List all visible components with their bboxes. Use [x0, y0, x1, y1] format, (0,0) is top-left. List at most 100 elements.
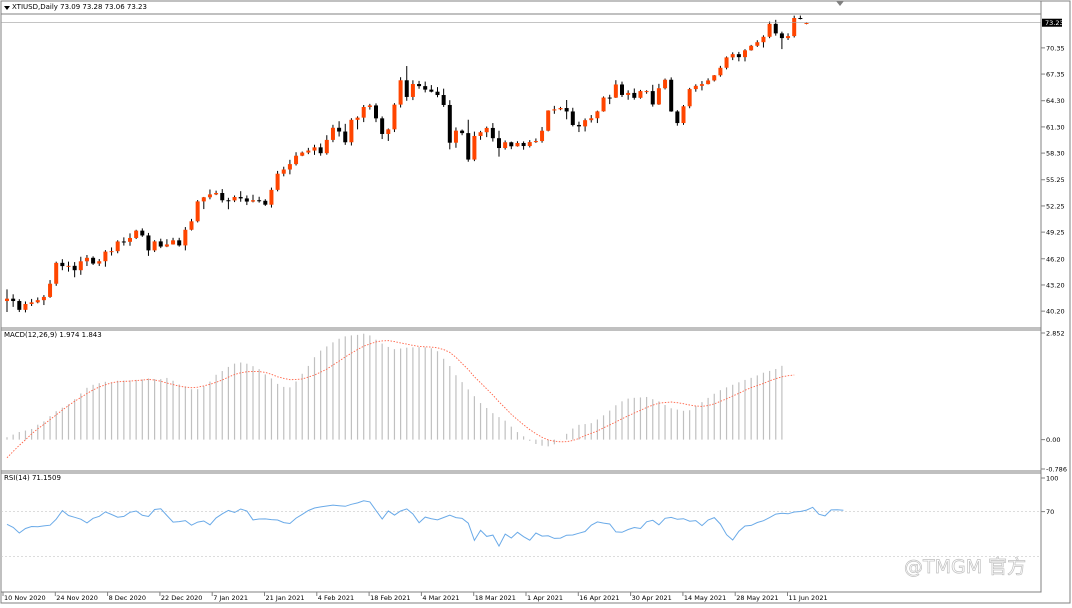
- candle-body: [736, 54, 741, 58]
- candle-body: [84, 257, 89, 262]
- macd-title: MACD(12,26,9) 1.974 1.843: [4, 331, 102, 339]
- candle-body: [177, 240, 182, 246]
- candle-body: [5, 298, 9, 302]
- candle-body: [540, 130, 545, 142]
- date-tick-label: 18 Mar 2021: [475, 594, 516, 602]
- candle-body: [410, 84, 415, 97]
- candle-body: [564, 108, 569, 112]
- macd-tick-label: -0.786: [1046, 466, 1067, 474]
- axes: 40.20 43.20 46.20 49.25 52.25 55.25 58.30 61.30…: [2, 18, 1067, 602]
- candle-body: [226, 200, 231, 202]
- candle-body: [201, 197, 206, 202]
- candle-body: [374, 105, 378, 119]
- candle-body: [632, 92, 637, 98]
- price-tick-label: 61.30: [1046, 123, 1065, 131]
- candle-body: [195, 201, 200, 222]
- price-tick-label: 49.25: [1046, 229, 1065, 237]
- candle-body: [447, 104, 452, 143]
- price-tick-label: 67.35: [1046, 71, 1065, 79]
- candle-body: [66, 265, 71, 267]
- candle-body: [718, 67, 723, 76]
- candle-body: [484, 127, 489, 133]
- date-tick-label: 28 May 2021: [736, 594, 778, 602]
- candle-body: [318, 147, 323, 154]
- price-tick-label: 55.25: [1046, 176, 1065, 184]
- candle-body: [103, 251, 108, 262]
- rsi-plot: [1, 500, 1041, 557]
- candle-body: [287, 164, 292, 170]
- last-price-badge: [1042, 18, 1062, 27]
- candle-body: [706, 80, 711, 85]
- candle-body: [300, 152, 305, 156]
- date-tick-label: 7 Jan 2021: [213, 594, 248, 602]
- candle-body: [343, 131, 348, 143]
- candle-body: [693, 85, 698, 90]
- candle-body: [669, 79, 674, 112]
- candle-body: [337, 127, 342, 132]
- candle-body: [41, 296, 46, 301]
- candle-body: [460, 130, 465, 134]
- candle-body: [263, 200, 268, 205]
- triangle-down-icon[interactable]: [4, 6, 10, 10]
- candle-body: [589, 118, 594, 121]
- candle-body: [804, 22, 809, 24]
- candle-body: [601, 97, 606, 112]
- candle-body: [11, 298, 16, 302]
- candle-body: [294, 155, 299, 165]
- candle-body: [220, 193, 225, 201]
- price-plot: [1, 15, 1041, 313]
- candle-body: [626, 92, 631, 95]
- candle-body: [441, 95, 446, 105]
- candle-body: [392, 104, 397, 130]
- candle-body: [128, 237, 132, 242]
- candle-body: [687, 89, 692, 107]
- candle-body: [576, 124, 581, 127]
- candle-body: [521, 142, 526, 147]
- candle-body: [355, 117, 360, 120]
- candle-body: [183, 229, 188, 246]
- candle-body: [607, 97, 612, 99]
- candle-body: [435, 91, 440, 96]
- candle-body: [60, 262, 65, 267]
- candle-body: [238, 197, 243, 199]
- candle-body: [29, 302, 34, 304]
- candle-body: [386, 129, 391, 134]
- date-tick-label: 1 Apr 2021: [527, 594, 563, 602]
- date-tick-label: 18 Feb 2021: [370, 594, 410, 602]
- candle-body: [730, 54, 735, 58]
- signal-line: [6, 340, 795, 459]
- rsi-tick-label: 100: [1046, 475, 1058, 483]
- candle-body: [644, 91, 649, 93]
- candle-body: [650, 91, 655, 105]
- shift-marker-icon[interactable]: [836, 1, 844, 6]
- price-tick-label: 43.20: [1046, 281, 1065, 289]
- candle-body: [324, 139, 329, 154]
- candle-body: [490, 127, 495, 139]
- date-tick-label: 22 Dec 2020: [161, 594, 203, 602]
- candle-body: [546, 110, 551, 131]
- candle-body: [115, 241, 120, 252]
- candle-body: [158, 241, 163, 247]
- candle-body: [214, 193, 219, 195]
- candle-body: [91, 257, 96, 264]
- candle-body: [164, 244, 169, 247]
- date-tick-label: 4 Feb 2021: [318, 594, 354, 602]
- date-tick-label: 24 Nov 2020: [56, 594, 98, 602]
- candle-body: [675, 111, 680, 124]
- candle-body: [78, 261, 83, 271]
- candle-body: [743, 50, 747, 58]
- price-tick-label: 58.30: [1046, 150, 1065, 158]
- candle-body: [189, 221, 194, 230]
- price-tick-label: 46.20: [1046, 255, 1065, 263]
- candle-body: [773, 23, 778, 34]
- candle-body: [533, 141, 538, 143]
- candle-body: [570, 111, 575, 125]
- candle-body: [251, 200, 255, 202]
- candle-body: [97, 261, 102, 264]
- candle-body: [281, 169, 286, 174]
- candle-body: [663, 79, 668, 89]
- date-tick-label: 16 Apr 2021: [579, 594, 619, 602]
- candle-body: [23, 303, 28, 310]
